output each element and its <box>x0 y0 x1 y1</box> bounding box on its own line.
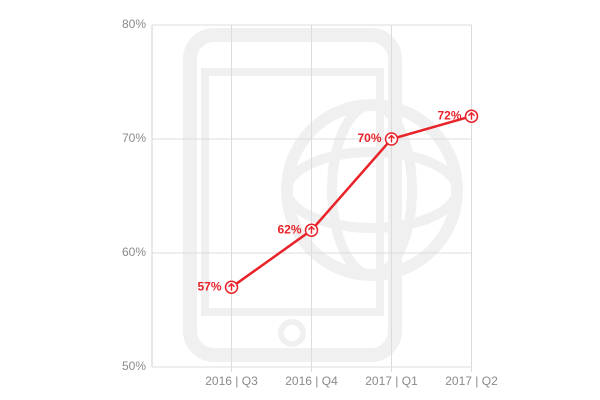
value-label: 70% <box>357 131 381 145</box>
y-tick-label: 50% <box>122 359 146 373</box>
value-label: 62% <box>277 222 301 236</box>
x-tick-label: 2017 | Q1 <box>365 374 418 388</box>
marker-arrow <box>388 134 395 143</box>
value-label: 57% <box>197 279 221 293</box>
y-tick-label: 70% <box>122 131 146 145</box>
point <box>224 280 239 294</box>
point <box>384 132 399 146</box>
point <box>304 223 319 237</box>
x-tick-label: 2016 | Q4 <box>285 374 338 388</box>
y-tick-label: 80% <box>122 17 146 31</box>
background-icon <box>183 28 463 362</box>
x-tick-label: 2016 | Q3 <box>205 374 258 388</box>
value-label: 72% <box>437 108 461 122</box>
line <box>230 114 472 289</box>
point <box>464 109 479 123</box>
marker-arrow <box>468 111 475 120</box>
y-tick-label: 60% <box>122 245 146 259</box>
marker-arrow <box>228 282 235 291</box>
marker-arrow <box>308 225 315 234</box>
x-tick-label: 2017 | Q2 <box>445 374 498 388</box>
